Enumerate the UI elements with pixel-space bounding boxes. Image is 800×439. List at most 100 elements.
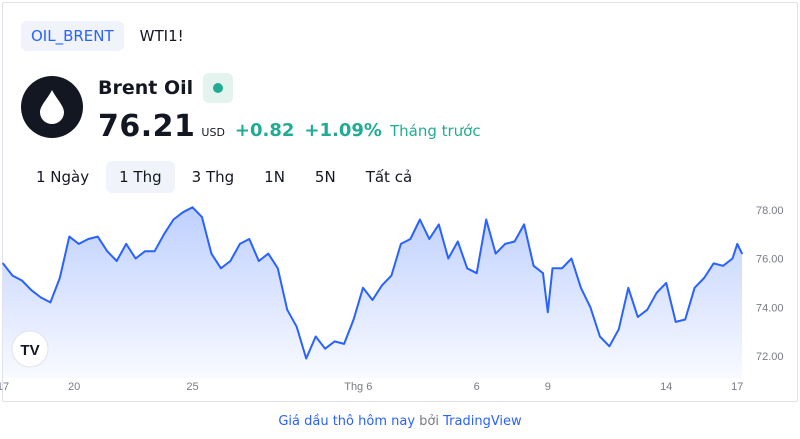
price-point — [125, 243, 127, 245]
y-axis-tick-label: 72.00 — [756, 351, 784, 363]
price-point — [731, 257, 734, 260]
price-point — [30, 289, 33, 291]
price-point — [106, 250, 108, 252]
price-point — [400, 243, 402, 245]
price-point — [513, 240, 516, 243]
price-point — [627, 287, 630, 289]
x-axis-tick-label: Thg 6 — [344, 381, 372, 393]
range-tab-3-months[interactable]: 3 Thg — [191, 168, 235, 186]
range-tab-1-month[interactable]: 1 Thg — [106, 161, 175, 193]
y-axis-tick-label: 78.00 — [756, 205, 784, 217]
price-point — [21, 279, 23, 282]
price-point — [504, 243, 506, 245]
price-point — [551, 267, 554, 270]
price-point — [655, 291, 658, 294]
price-change: +0.82 — [234, 120, 295, 141]
price-point — [343, 343, 345, 345]
svg-text:TV: TV — [20, 342, 39, 359]
price-point — [419, 218, 421, 221]
price-point — [741, 252, 743, 255]
x-axis-tick-label: 9 — [545, 381, 551, 393]
range-tab-all[interactable]: Tất cả — [365, 168, 413, 186]
price-point — [561, 267, 563, 270]
market-open-dot-icon — [213, 83, 224, 93]
x-axis-tick-label: 25 — [186, 381, 198, 393]
x-axis-tick-label: 14 — [660, 381, 672, 393]
price-point — [523, 223, 525, 226]
price-point — [665, 282, 667, 284]
price-point — [295, 326, 298, 328]
price-point — [153, 250, 156, 252]
price-point — [87, 238, 90, 240]
tradingview-link[interactable]: TradingView — [443, 414, 522, 429]
price-point — [258, 260, 260, 262]
symbol-tabs: OIL_BRENT WTI1! — [21, 21, 194, 51]
price-point — [352, 318, 355, 321]
range-tab-1-day[interactable]: 1 Ngày — [36, 168, 90, 186]
price-point — [608, 345, 611, 348]
price-point — [547, 311, 549, 313]
price-point — [78, 243, 80, 245]
price-point — [712, 262, 715, 265]
price-point — [570, 257, 573, 260]
price-point — [599, 335, 601, 338]
price-point — [409, 238, 412, 240]
price-point — [542, 272, 544, 274]
y-axis-tick-label: 76.00 — [756, 254, 784, 266]
price-point — [475, 272, 478, 274]
price-change-percent: +1.09% — [304, 120, 382, 141]
price-point — [172, 218, 175, 221]
last-price: 76.21 — [98, 109, 196, 144]
price-area-chart[interactable]: 78.00 76.00 74.00 72.00 17 20 25 Thg 6 6 9 14 17 TV — [0, 200, 800, 400]
price-point — [96, 235, 99, 238]
instrument-header: Brent Oil — [98, 73, 234, 103]
price-point — [201, 216, 203, 218]
price-point — [618, 328, 620, 330]
price-point — [2, 262, 4, 265]
price-area-fill — [3, 207, 742, 378]
price-point — [438, 223, 440, 226]
price-point — [703, 277, 705, 279]
price-point — [466, 267, 469, 270]
currency-label: USD — [201, 126, 225, 139]
price-point — [59, 277, 61, 279]
change-period-label: Tháng trước — [389, 122, 481, 140]
symbol-tab-wti[interactable]: WTI1! — [139, 27, 184, 45]
symbol-tab-oil-brent[interactable]: OIL_BRENT — [21, 21, 124, 51]
market-status-badge — [203, 73, 234, 103]
range-tab-1-year[interactable]: 1N — [264, 168, 285, 186]
price-point — [447, 257, 450, 260]
price-point — [684, 318, 686, 321]
date-range-tabs: 1 Ngày 1 Thg 3 Thg 1N 5N Tất cả — [23, 161, 425, 193]
price-point — [390, 274, 393, 277]
price-point — [324, 347, 326, 350]
price-point — [68, 235, 71, 238]
price-point — [182, 211, 184, 213]
price-point — [314, 335, 317, 338]
price-point — [163, 233, 165, 235]
price-point — [693, 287, 696, 289]
footer-attribution: Giá dầu thô hôm nay bởi TradingView — [0, 414, 800, 429]
x-axis-tick-label: 6 — [474, 381, 480, 393]
range-tab-5-years[interactable]: 5N — [314, 168, 336, 186]
price-point — [210, 252, 213, 255]
price-point — [646, 308, 649, 311]
price-point — [239, 243, 241, 245]
price-point — [286, 308, 289, 311]
price-point — [381, 284, 383, 287]
price-row: 76.21 USD +0.82 +1.09% Tháng trước — [98, 109, 481, 144]
oil-drop-logo-icon — [21, 76, 83, 138]
price-point — [428, 238, 431, 240]
tradingview-watermark-icon[interactable]: TV — [11, 330, 49, 368]
price-point — [49, 301, 52, 304]
price-point — [134, 257, 137, 260]
x-axis-tick-label: 20 — [68, 381, 80, 393]
x-axis-tick-label: 17 — [0, 381, 9, 393]
price-point — [277, 267, 279, 270]
instrument-name: Brent Oil — [98, 77, 194, 99]
price-point — [457, 240, 459, 243]
price-point — [11, 274, 14, 277]
crude-oil-price-link[interactable]: Giá dầu thô hôm nay — [278, 414, 416, 429]
price-point — [40, 296, 42, 299]
price-point — [722, 265, 724, 267]
